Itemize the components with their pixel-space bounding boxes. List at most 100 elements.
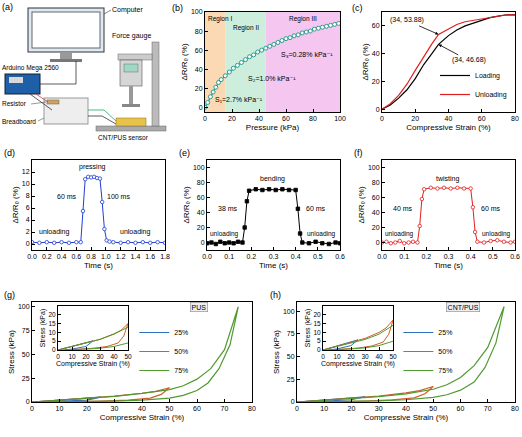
svg-text:0: 0 xyxy=(201,239,205,246)
svg-text:0.4: 0.4 xyxy=(57,253,67,260)
svg-text:(a): (a) xyxy=(2,2,13,12)
svg-text:40: 40 xyxy=(197,209,205,216)
svg-text:20: 20 xyxy=(372,78,380,85)
svg-text:Resistor: Resistor xyxy=(2,100,27,107)
svg-text:10: 10 xyxy=(320,405,328,412)
svg-text:Compressive Strain (%): Compressive Strain (%) xyxy=(100,413,185,422)
svg-text:(g): (g) xyxy=(4,290,15,300)
svg-text:1.2: 1.2 xyxy=(116,253,126,260)
svg-text:100: 100 xyxy=(334,115,346,122)
svg-text:PUS: PUS xyxy=(192,304,207,311)
svg-text:40: 40 xyxy=(138,405,146,412)
svg-text:(h): (h) xyxy=(270,290,281,300)
svg-text:Compressive Strain (%): Compressive Strain (%) xyxy=(364,413,449,422)
svg-text:unloading: unloading xyxy=(482,230,511,238)
svg-text:0.6: 0.6 xyxy=(71,253,81,260)
svg-text:Breadboard: Breadboard xyxy=(2,118,36,125)
svg-text:0: 0 xyxy=(199,104,203,111)
svg-text:Time (s): Time (s) xyxy=(259,261,288,270)
svg-text:0.1: 0.1 xyxy=(224,253,234,260)
svg-text:0.4: 0.4 xyxy=(466,253,476,260)
svg-text:30: 30 xyxy=(111,405,119,412)
svg-text:40: 40 xyxy=(445,115,453,122)
svg-text:(34, 53.88): (34, 53.88) xyxy=(390,16,424,24)
svg-text:Loading: Loading xyxy=(475,72,500,80)
svg-text:100: 100 xyxy=(191,8,203,15)
svg-text:75%: 75% xyxy=(174,367,188,374)
svg-text:60: 60 xyxy=(372,194,380,201)
svg-text:(34, 46.68): (34, 46.68) xyxy=(452,56,486,64)
svg-text:(e): (e) xyxy=(179,148,190,158)
svg-text:Region I: Region I xyxy=(208,15,232,23)
svg-text:10: 10 xyxy=(313,329,321,336)
svg-text:20: 20 xyxy=(411,115,419,122)
svg-text:10: 10 xyxy=(333,353,341,360)
svg-text:0: 0 xyxy=(291,398,295,405)
svg-text:40: 40 xyxy=(402,405,410,412)
svg-text:75: 75 xyxy=(22,327,30,334)
svg-text:0.3: 0.3 xyxy=(269,253,279,260)
svg-text:5: 5 xyxy=(52,337,56,344)
svg-text:0: 0 xyxy=(376,239,380,246)
svg-text:(b): (b) xyxy=(172,3,183,13)
svg-text:80: 80 xyxy=(248,405,256,412)
svg-text:unloading: unloading xyxy=(307,230,336,238)
svg-text:8: 8 xyxy=(26,192,30,199)
svg-text:0.2: 0.2 xyxy=(246,253,256,260)
svg-text:20: 20 xyxy=(228,115,236,122)
svg-text:60: 60 xyxy=(197,194,205,201)
svg-text:100: 100 xyxy=(368,164,380,171)
svg-text:20: 20 xyxy=(348,405,356,412)
svg-text:40 ms: 40 ms xyxy=(393,205,413,212)
svg-text:60 ms: 60 ms xyxy=(481,205,501,212)
svg-text:1.0: 1.0 xyxy=(101,253,111,260)
svg-text:twisting: twisting xyxy=(436,175,459,183)
svg-text:0.6: 0.6 xyxy=(510,253,520,260)
svg-text:80: 80 xyxy=(372,179,380,186)
svg-text:(d): (d) xyxy=(4,148,15,158)
svg-text:Time (s): Time (s) xyxy=(434,261,463,270)
svg-text:0: 0 xyxy=(380,115,384,122)
svg-text:20: 20 xyxy=(48,311,56,318)
svg-text:0.2: 0.2 xyxy=(42,253,52,260)
svg-text:S₁=2.7% kPa⁻¹: S₁=2.7% kPa⁻¹ xyxy=(215,96,263,103)
svg-text:1.4: 1.4 xyxy=(131,253,141,260)
svg-text:20: 20 xyxy=(347,353,355,360)
svg-text:20: 20 xyxy=(82,353,90,360)
svg-text:60 ms: 60 ms xyxy=(57,193,77,200)
svg-text:0.1: 0.1 xyxy=(399,253,409,260)
svg-text:unloading: unloading xyxy=(385,230,414,238)
svg-text:0.3: 0.3 xyxy=(444,253,454,260)
svg-text:S₂=1.0% kPa⁻¹: S₂=1.0% kPa⁻¹ xyxy=(248,75,296,82)
svg-text:60: 60 xyxy=(195,47,203,54)
svg-text:30: 30 xyxy=(375,405,383,412)
svg-text:0.5: 0.5 xyxy=(488,253,498,260)
svg-text:0.5: 0.5 xyxy=(313,253,323,260)
svg-text:20: 20 xyxy=(372,224,380,231)
svg-text:40: 40 xyxy=(195,66,203,73)
svg-text:75%: 75% xyxy=(438,367,452,374)
svg-text:100: 100 xyxy=(193,164,205,171)
svg-text:unloading: unloading xyxy=(210,230,239,238)
svg-text:Compressive Strain (%): Compressive Strain (%) xyxy=(56,360,130,368)
svg-text:10: 10 xyxy=(68,353,76,360)
svg-text:4: 4 xyxy=(26,216,30,223)
svg-text:100: 100 xyxy=(283,308,295,315)
svg-text:0: 0 xyxy=(203,115,207,122)
svg-text:(c): (c) xyxy=(352,3,363,13)
svg-text:Force gauge: Force gauge xyxy=(112,32,151,40)
svg-text:25: 25 xyxy=(287,376,295,383)
svg-text:ΔR/R₀ (%): ΔR/R₀ (%) xyxy=(180,43,189,80)
svg-text:0: 0 xyxy=(26,398,30,405)
svg-text:Time (s): Time (s) xyxy=(84,261,113,270)
svg-text:(f): (f) xyxy=(354,148,363,158)
svg-text:30: 30 xyxy=(96,353,104,360)
svg-text:Stress (kPa): Stress (kPa) xyxy=(39,309,47,348)
svg-text:unloading: unloading xyxy=(39,228,69,236)
svg-text:Unloading: Unloading xyxy=(475,91,507,99)
svg-text:50: 50 xyxy=(22,351,30,358)
svg-text:0: 0 xyxy=(295,405,299,412)
svg-text:40: 40 xyxy=(375,353,383,360)
svg-text:40: 40 xyxy=(110,353,118,360)
svg-text:Region II: Region II xyxy=(233,24,259,32)
